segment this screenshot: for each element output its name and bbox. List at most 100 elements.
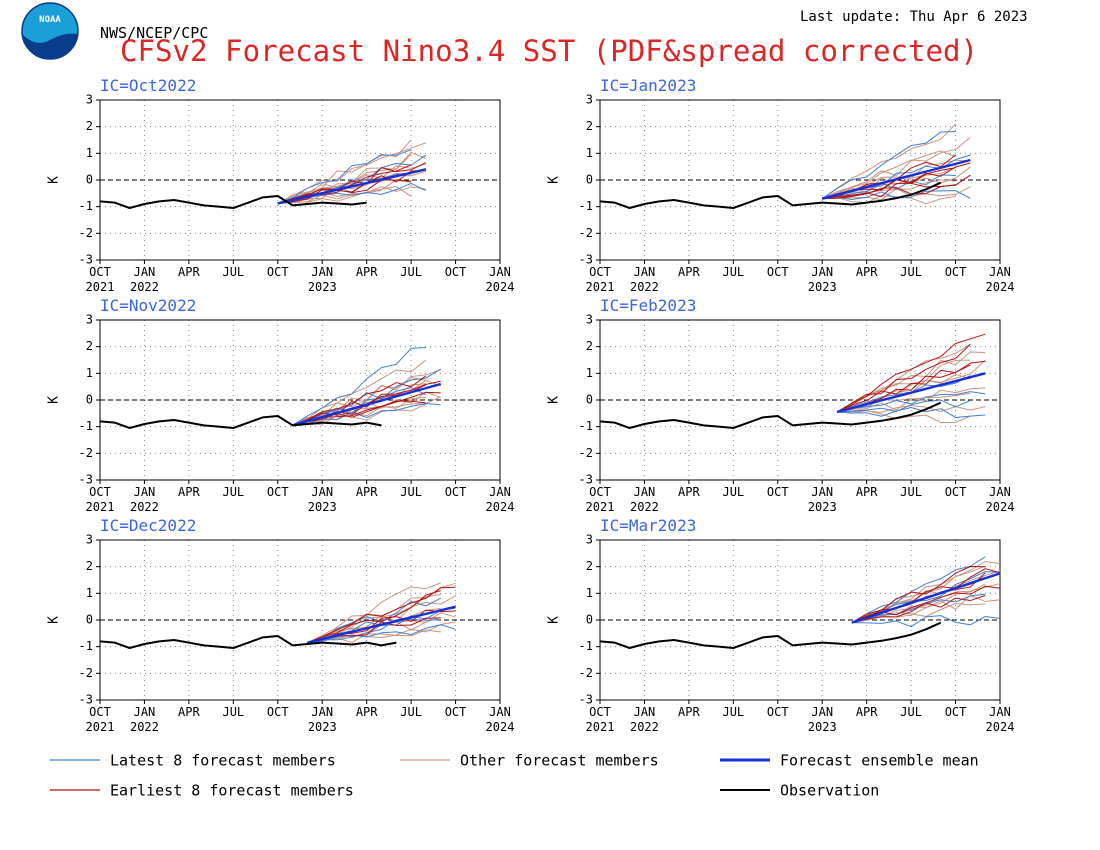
y-tick-label: 2 xyxy=(86,119,93,133)
forecast-member-other xyxy=(277,151,427,204)
x-tick-label: OCT xyxy=(945,705,967,719)
y-axis-label: K xyxy=(47,396,62,404)
x-tick-label: JUL xyxy=(222,705,244,719)
x-tick-label: JAN xyxy=(489,705,511,719)
forecast-member-earliest xyxy=(851,566,986,624)
observation-line xyxy=(599,181,942,209)
y-tick-label: -3 xyxy=(79,253,93,267)
legend-item-observation: Observation xyxy=(720,782,879,800)
x-tick-year-label: 2023 xyxy=(808,500,837,514)
x-tick-label: JAN xyxy=(489,265,511,279)
y-tick-label: -1 xyxy=(79,199,93,213)
x-tick-label: APR xyxy=(856,485,878,499)
x-tick-year-label: 2021 xyxy=(86,500,115,514)
y-tick-label: 0 xyxy=(86,173,93,187)
forecast-member-earliest xyxy=(292,380,441,426)
x-tick-label: APR xyxy=(356,705,378,719)
x-tick-label: OCT xyxy=(589,705,611,719)
y-tick-label: -1 xyxy=(79,419,93,433)
forecast-ensemble-mean xyxy=(821,158,971,200)
y-tick-label: 3 xyxy=(586,533,593,547)
y-tick-label: -3 xyxy=(579,473,593,487)
x-tick-year-label: 2023 xyxy=(308,280,337,294)
x-tick-label: JUL xyxy=(722,265,744,279)
y-tick-label: 0 xyxy=(86,613,93,627)
x-tick-label: OCT xyxy=(445,265,467,279)
ic-label: IC=Mar2023 xyxy=(600,516,696,535)
x-tick-label: APR xyxy=(678,705,700,719)
forecast-member-other xyxy=(836,351,986,413)
forecast-member-other xyxy=(836,387,986,413)
x-tick-year-label: 2022 xyxy=(630,280,659,294)
forecast-member-other xyxy=(837,392,971,413)
y-tick-label: 1 xyxy=(586,146,593,160)
forecast-member-latest xyxy=(851,556,986,624)
y-tick-label: -2 xyxy=(579,666,593,680)
observation-line xyxy=(99,415,382,429)
forecast-member-latest xyxy=(307,618,441,644)
x-tick-label: OCT xyxy=(89,265,111,279)
y-tick-label: -2 xyxy=(79,226,93,240)
x-tick-year-label: 2021 xyxy=(586,500,615,514)
y-tick-label: 2 xyxy=(86,339,93,353)
x-tick-label: JAN xyxy=(134,265,156,279)
forecast-member-earliest xyxy=(851,595,986,624)
forecast-member-earliest xyxy=(836,360,986,413)
x-tick-label: OCT xyxy=(767,705,789,719)
ic-label: IC=Jan2023 xyxy=(600,76,696,95)
y-axis-label: K xyxy=(547,396,562,404)
x-tick-year-label: 2024 xyxy=(486,720,515,734)
y-tick-label: -3 xyxy=(79,693,93,707)
y-tick-label: -2 xyxy=(579,446,593,460)
forecast-member-earliest xyxy=(836,333,986,413)
y-tick-label: -1 xyxy=(579,639,593,653)
noaa-logo: NOAA xyxy=(21,2,79,60)
x-tick-label: OCT xyxy=(589,485,611,499)
forecast-member-other xyxy=(822,186,971,201)
x-tick-label: JAN xyxy=(634,485,656,499)
y-tick-label: 1 xyxy=(586,366,593,380)
x-tick-label: JAN xyxy=(311,485,333,499)
observation-line xyxy=(99,195,367,209)
chart-title: CFSv2 Forecast Nino3.4 SST (PDF&spread c… xyxy=(120,34,978,68)
x-tick-label: JUL xyxy=(400,265,422,279)
forecast-member-other xyxy=(292,359,427,426)
x-tick-year-label: 2022 xyxy=(130,280,159,294)
y-tick-label: 2 xyxy=(586,339,593,353)
x-tick-year-label: 2024 xyxy=(986,280,1015,294)
x-tick-label: OCT xyxy=(945,485,967,499)
x-tick-label: JUL xyxy=(400,485,422,499)
x-tick-label: APR xyxy=(178,265,200,279)
forecast-member-earliest xyxy=(277,162,427,204)
forecast-member-latest xyxy=(277,149,412,204)
y-tick-label: -1 xyxy=(579,199,593,213)
forecast-member-earliest xyxy=(822,174,971,200)
legend-label-mean: Forecast ensemble mean xyxy=(780,752,979,770)
x-tick-label: JUL xyxy=(722,485,744,499)
x-tick-label: APR xyxy=(856,705,878,719)
forecast-member-other xyxy=(822,137,971,200)
forecast-member-earliest xyxy=(851,568,1001,624)
ic-label: IC=Dec2022 xyxy=(100,516,196,535)
y-tick-label: -1 xyxy=(79,639,93,653)
y-axis-label: K xyxy=(547,616,562,624)
y-tick-label: -1 xyxy=(579,419,593,433)
x-tick-label: OCT xyxy=(589,265,611,279)
observation-line xyxy=(599,401,942,429)
x-tick-year-label: 2021 xyxy=(586,720,615,734)
legend-item-earliest: Earliest 8 forecast members xyxy=(50,782,354,800)
y-tick-label: 1 xyxy=(86,146,93,160)
legend-item-mean: Forecast ensemble mean xyxy=(720,752,979,770)
ic-label: IC=Oct2022 xyxy=(100,76,196,95)
x-tick-label: JAN xyxy=(811,265,833,279)
x-tick-label: JUL xyxy=(900,485,922,499)
x-tick-label: JUL xyxy=(722,705,744,719)
x-tick-year-label: 2022 xyxy=(130,720,159,734)
x-tick-label: OCT xyxy=(89,705,111,719)
x-tick-year-label: 2024 xyxy=(486,500,515,514)
y-tick-label: 0 xyxy=(586,173,593,187)
